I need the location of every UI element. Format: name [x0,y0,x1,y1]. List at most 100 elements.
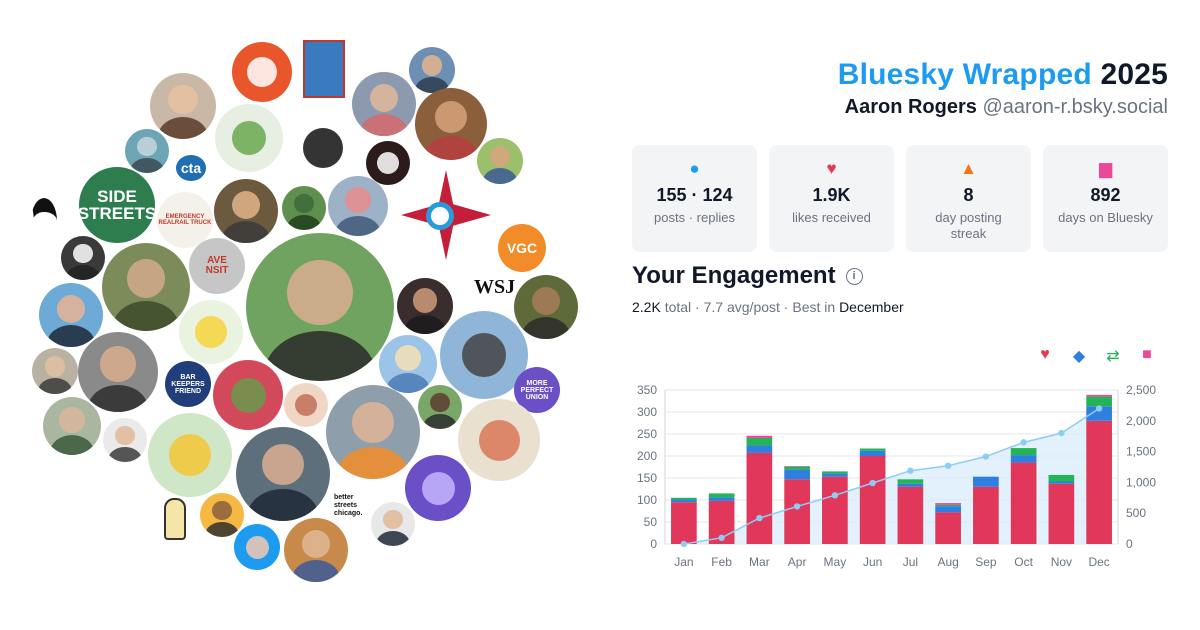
cumulative-point [982,453,990,460]
wsj-logo[interactable]: WSJ [474,276,516,298]
bar-segment [859,450,886,456]
avatar-body [423,414,457,429]
bar-segment [935,506,961,513]
emergency-logo[interactable]: EMERGENCY REALRAIL TRUCK [157,192,213,248]
bar-segment [897,479,924,484]
avatar-skull[interactable] [61,236,105,280]
quote-icon[interactable]: ■ [1142,346,1152,363]
avatar-biker[interactable] [284,518,348,582]
transit-avatar[interactable]: AVE NSIT [189,238,245,294]
avatar-mask[interactable] [328,176,388,236]
avatar-suit[interactable] [371,502,415,546]
vgc-logo[interactable]: VGC [498,224,546,272]
avatar-body [291,560,341,582]
y-tick-label: 250 [637,427,657,441]
cabbage-avatar[interactable] [215,104,283,172]
user-handle: @aaron-r.bsky.social [982,96,1168,118]
cumulative-point [944,462,952,469]
avatar-cyclist[interactable] [379,335,437,393]
figure-icon[interactable] [164,498,186,540]
pride-train-avatar[interactable] [213,360,283,430]
train-avatar[interactable] [440,311,528,399]
avatar-man-outdoor[interactable] [477,138,523,184]
avatar-cartoon-glasses[interactable] [234,524,280,570]
bar-segment [671,502,697,544]
avatar-bike[interactable] [282,186,326,230]
avatar-man-glasses[interactable] [409,47,455,93]
cat-gnome-avatar[interactable] [148,413,232,497]
avatar-cartoon[interactable] [284,383,328,427]
avatar-face [212,500,232,521]
avatar-couple[interactable] [43,397,101,455]
avatar-face [489,146,511,167]
avatar-graphic [195,316,227,348]
bar-segment [708,493,735,498]
avatar-logo-dark[interactable] [366,141,410,185]
avatar-face [44,356,66,377]
avatar-vest[interactable] [326,385,420,479]
repost-icon[interactable]: ⇄ [1106,348,1120,365]
avatar-yellow[interactable] [514,275,578,339]
brand-title: Bluesky Wrapped [837,58,1092,91]
fox-avatar[interactable] [232,42,292,102]
bar-segment [708,497,735,501]
stat-label: days on Bluesky [1058,210,1153,225]
poster-logo[interactable] [303,40,345,98]
avatar-man-beard[interactable] [415,88,487,160]
cta-logo[interactable]: cta [173,150,209,186]
y-tick-label: 200 [637,449,657,463]
avatar-face [168,84,198,114]
avatar-man-sweater[interactable] [103,418,147,462]
avatar-man-field[interactable] [102,243,190,331]
avatar-graphic [232,121,266,155]
main-avatar[interactable] [246,233,394,381]
chart-legend: ♥ ◆ ⇄ ■ [1036,346,1156,366]
pikachu-avatar[interactable] [179,300,243,364]
flame-icon: ▲ [960,159,977,178]
antifa-logo[interactable] [283,108,363,188]
bar-segment [1048,474,1075,482]
avatar-yellow-bg[interactable] [200,493,244,537]
bar-segment [1086,396,1112,407]
avatar-man-dark[interactable] [418,385,462,429]
purple-house-avatar[interactable] [405,455,471,521]
photographer-icon[interactable] [31,198,57,244]
avatar-blurry[interactable] [125,129,169,173]
avatar-selfie[interactable] [78,332,158,412]
bar-segment [746,452,773,544]
bar-segment [822,476,848,544]
avatar-body [263,330,377,381]
better-streets-logo[interactable]: better streets chicago. [334,494,362,518]
heart-icon[interactable]: ♥ [1040,346,1050,363]
avatar-woman-2[interactable] [352,72,416,136]
avatar-body [376,531,410,546]
avatar-body [130,158,164,173]
avatar-kitchen[interactable] [214,179,278,243]
compass-ring[interactable] [426,202,454,230]
avatar-man-lights[interactable] [236,427,330,521]
bar-segment [784,479,810,544]
avatar-man-hair[interactable] [397,278,453,334]
avatar-body [112,301,180,331]
cartoon-avatar[interactable] [458,399,540,481]
reply-icon[interactable]: ◆ [1072,348,1086,365]
avatar-sunglasses[interactable] [39,283,103,347]
avatar-graphic [303,128,343,168]
bar-segment [973,476,999,487]
bar-keepers-logo[interactable]: BAR KEEPERS FRIEND [165,361,211,407]
avatar-face [59,407,85,433]
avatar-old-man[interactable] [32,348,78,394]
bar-segment [822,471,848,474]
side-streets-logo[interactable]: SIDE STREETS [79,167,155,243]
engagement-total: 2.2K [632,299,661,315]
bar-segment [746,437,773,446]
stat-value: 892 [1090,185,1121,205]
engagement-summary: 2.2K total · 7.7 avg/post · Best in Dece… [632,299,904,315]
bar-segment [746,445,773,453]
avatar-woman[interactable] [150,73,216,139]
bar-segment [1010,455,1037,463]
avatar-face [412,288,438,313]
avatar-face [383,509,403,530]
info-icon[interactable]: i [845,268,863,285]
avatar-body [87,384,149,412]
